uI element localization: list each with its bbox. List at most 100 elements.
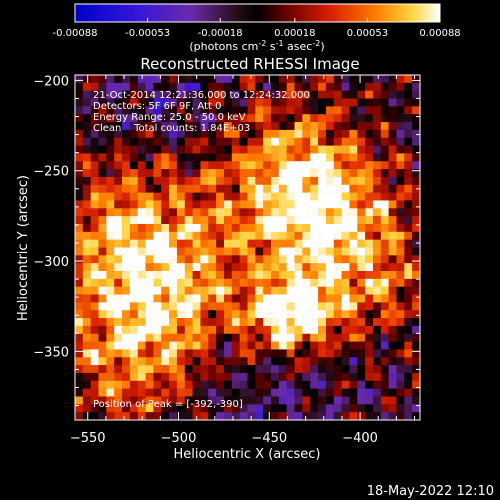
heatmap-cell bbox=[137, 341, 146, 350]
heatmap-cell bbox=[90, 90, 99, 99]
heatmap-cell bbox=[145, 90, 154, 99]
heatmap-cell bbox=[396, 176, 405, 186]
heatmap-cell bbox=[388, 98, 397, 107]
heatmap-cell bbox=[341, 114, 350, 123]
heatmap-cell bbox=[184, 161, 193, 170]
heatmap-cell bbox=[153, 388, 162, 397]
heatmap-cell bbox=[255, 145, 264, 154]
heatmap-cell bbox=[184, 247, 193, 256]
heatmap-cell bbox=[388, 271, 397, 280]
heatmap-cell bbox=[341, 247, 350, 256]
heatmap-cell bbox=[404, 231, 413, 240]
heatmap-cell bbox=[247, 82, 256, 91]
heatmap-cell bbox=[82, 396, 91, 405]
heatmap-cell bbox=[208, 412, 217, 420]
heatmap-cell bbox=[208, 98, 217, 107]
heatmap-cell bbox=[263, 325, 272, 335]
heatmap-cell bbox=[271, 357, 280, 366]
heatmap-cell bbox=[271, 278, 280, 288]
heatmap-cell bbox=[247, 106, 256, 115]
heatmap-cell bbox=[404, 223, 413, 233]
heatmap-cell bbox=[75, 90, 84, 99]
heatmap-cell bbox=[200, 388, 209, 397]
heatmap-cell bbox=[176, 153, 186, 162]
heatmap-cell bbox=[122, 145, 131, 154]
heatmap-cell bbox=[216, 318, 225, 327]
heatmap-cell bbox=[223, 255, 233, 264]
heatmap-cell bbox=[412, 372, 420, 382]
heatmap-cell bbox=[365, 137, 374, 146]
heatmap-cell bbox=[176, 98, 186, 107]
heatmap-cell bbox=[341, 153, 350, 162]
heatmap-cell bbox=[176, 372, 186, 382]
heatmap-cell bbox=[404, 286, 413, 295]
heatmap-cell bbox=[372, 145, 382, 154]
heatmap-cell bbox=[341, 184, 350, 193]
heatmap-cell bbox=[278, 137, 288, 146]
heatmap-cell bbox=[294, 192, 303, 201]
heatmap-cell bbox=[106, 122, 115, 131]
heatmap-cell bbox=[333, 380, 342, 389]
heatmap-cell bbox=[247, 184, 256, 193]
heatmap-cell bbox=[176, 396, 186, 405]
heatmap-cell bbox=[286, 216, 295, 225]
heatmap-cell bbox=[106, 137, 115, 146]
heatmap-cell bbox=[192, 192, 201, 201]
heatmap-cell bbox=[192, 310, 201, 319]
heatmap-cell bbox=[396, 231, 405, 240]
heatmap-cell bbox=[271, 325, 280, 335]
heatmap-cell bbox=[106, 302, 115, 311]
heatmap-cell bbox=[365, 145, 374, 154]
heatmap-cell bbox=[380, 318, 389, 327]
heatmap-cell bbox=[255, 325, 264, 335]
heatmap-cell bbox=[239, 263, 248, 272]
heatmap-cell bbox=[349, 122, 358, 131]
heatmap-cell bbox=[325, 200, 335, 209]
heatmap-cell bbox=[255, 412, 264, 420]
heatmap-cell bbox=[82, 106, 91, 115]
heatmap-cell bbox=[357, 310, 366, 319]
heatmap-cell bbox=[137, 333, 146, 342]
heatmap-cell bbox=[396, 200, 405, 209]
heatmap-cell bbox=[310, 247, 319, 256]
heatmap-cell bbox=[184, 184, 193, 193]
heatmap-cell bbox=[357, 396, 366, 405]
heatmap-cell bbox=[388, 184, 397, 193]
heatmap-cell bbox=[90, 412, 99, 420]
heatmap-cell bbox=[263, 114, 272, 123]
heatmap-cell bbox=[200, 192, 209, 201]
heatmap-cell bbox=[231, 412, 240, 420]
heatmap-cell bbox=[239, 192, 248, 201]
heatmap-cell bbox=[169, 412, 178, 420]
heatmap-cell bbox=[75, 372, 84, 382]
heatmap-cell bbox=[239, 169, 248, 178]
heatmap-cell bbox=[114, 137, 123, 146]
heatmap-cell bbox=[294, 200, 303, 209]
chart-title: Reconstructed RHESSI Image bbox=[140, 55, 359, 73]
heatmap-cell bbox=[129, 247, 139, 256]
heatmap-cell bbox=[278, 318, 288, 327]
heatmap-cell bbox=[98, 184, 107, 193]
heatmap-cell bbox=[263, 310, 272, 319]
heatmap-cell bbox=[365, 114, 374, 123]
heatmap-cell bbox=[255, 388, 264, 397]
heatmap-cell bbox=[263, 184, 272, 193]
heatmap-cell bbox=[294, 310, 303, 319]
heatmap-cell bbox=[200, 176, 209, 186]
heatmap-cell bbox=[216, 255, 225, 264]
heatmap-cell bbox=[161, 263, 170, 272]
heatmap-cell bbox=[372, 412, 382, 420]
heatmap-cell bbox=[114, 310, 123, 319]
heatmap-cell bbox=[302, 271, 311, 280]
heatmap-cell bbox=[216, 310, 225, 319]
heatmap-cell bbox=[90, 396, 99, 405]
heatmap-cell bbox=[247, 365, 256, 374]
heatmap-cell bbox=[231, 278, 240, 288]
heatmap-cell bbox=[341, 255, 350, 264]
heatmap-cell bbox=[271, 412, 280, 420]
heatmap-cell bbox=[294, 380, 303, 389]
heatmap-cell bbox=[223, 106, 233, 115]
heatmap-cell bbox=[114, 200, 123, 209]
heatmap-cell bbox=[90, 286, 99, 295]
heatmap-cell bbox=[286, 247, 295, 256]
